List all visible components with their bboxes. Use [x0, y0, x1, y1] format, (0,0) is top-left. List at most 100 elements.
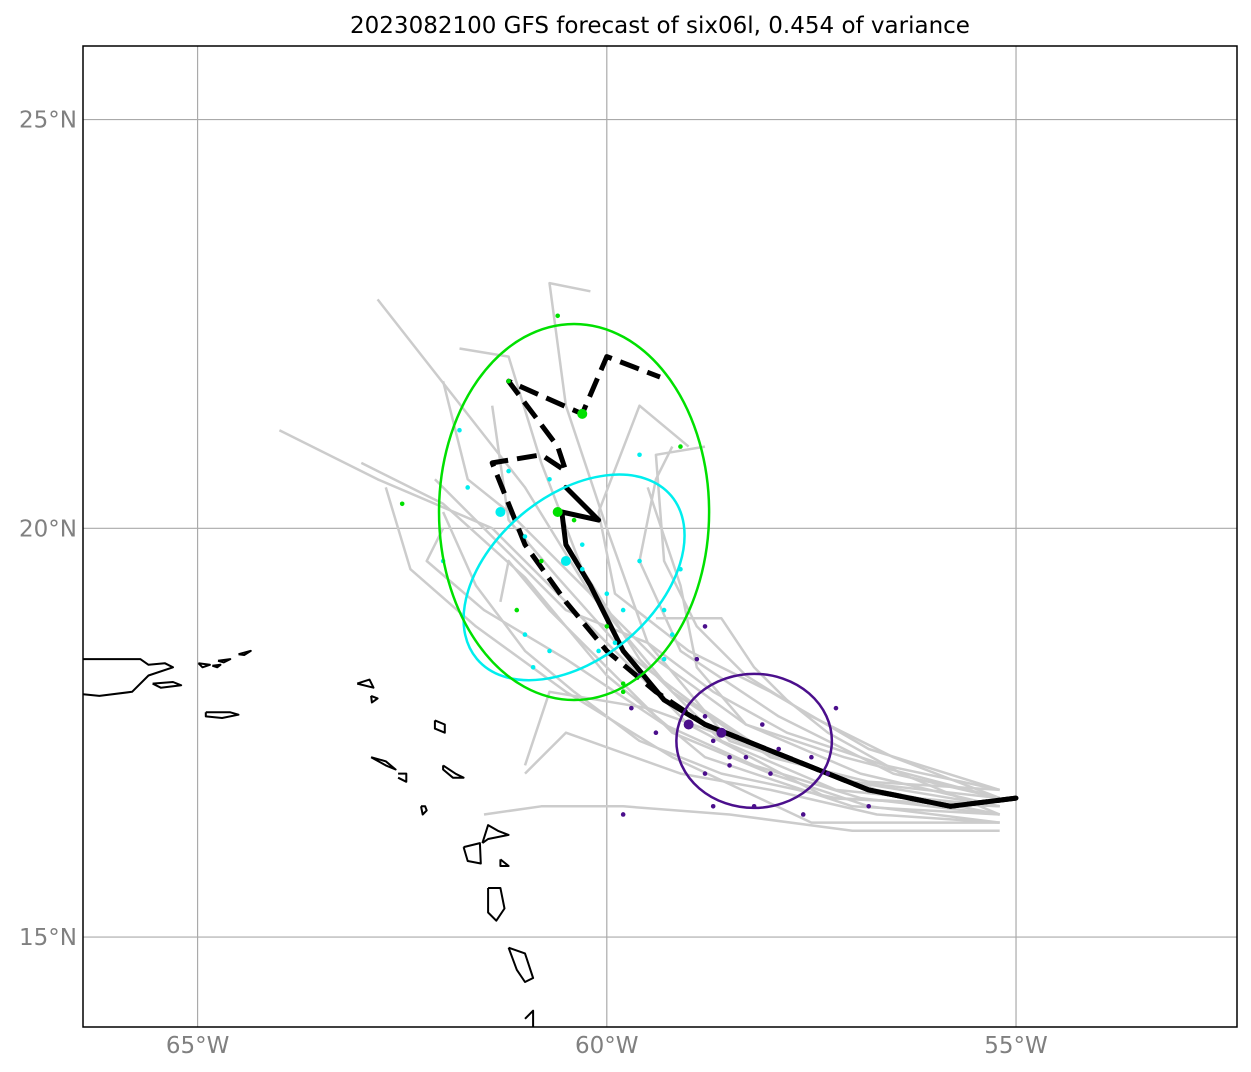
ensemble-point [547, 476, 552, 482]
coastline [420, 805, 428, 816]
ensemble-track [384, 487, 1000, 824]
lon-tick-label: 65°W [166, 1033, 230, 1059]
coastline [211, 663, 222, 669]
ensemble-track [524, 731, 1000, 824]
ensemble-point [637, 558, 642, 564]
ensemble-point [833, 705, 839, 711]
ensemble-point [604, 591, 610, 597]
mean-point [552, 506, 563, 517]
ensemble-track [654, 445, 1001, 800]
coastline [370, 694, 379, 704]
ensemble-point [825, 771, 831, 776]
plot-area [83, 281, 1019, 1027]
ensemble-point [465, 485, 470, 490]
ensemble-point [727, 763, 732, 768]
ensemble-track [441, 380, 1000, 808]
ensemble-track [548, 281, 1000, 800]
ensemble-tracks [278, 281, 1001, 833]
ensemble-point [596, 648, 601, 654]
mean-point [683, 719, 694, 730]
ensemble-point [620, 681, 626, 686]
coastline [499, 858, 510, 867]
mean-tracks [489, 354, 1019, 809]
ensemble-point [661, 656, 667, 662]
ensemble-track [638, 446, 1000, 800]
ensemble-track [434, 478, 1000, 792]
coastline [433, 719, 446, 734]
mean-point [560, 556, 571, 567]
ensemble-point [710, 803, 716, 809]
coastline [524, 1009, 535, 1027]
coastline [462, 842, 482, 865]
coastline [356, 678, 375, 689]
ensemble-point [760, 722, 765, 727]
ensemble-point [629, 705, 634, 711]
ensemble-point [604, 624, 610, 629]
uncertainty-ellipse [437, 322, 711, 702]
forecast-points [399, 313, 872, 817]
ensemble-point [547, 648, 552, 654]
lat-tick-label: 20°N [19, 516, 77, 542]
ensemble-point [620, 607, 626, 613]
ensemble-point [710, 738, 716, 744]
coastline [370, 756, 397, 771]
lon-tick-label: 60°W [575, 1033, 639, 1059]
ensemble-point [727, 754, 732, 760]
coastline [487, 887, 506, 922]
ensemble-track [499, 559, 1000, 824]
mean-point [716, 727, 727, 738]
ensemble-point [620, 689, 626, 695]
ensemble-point [514, 607, 520, 613]
coastlines [83, 649, 535, 1027]
ensemble-point [555, 313, 560, 319]
lon-tick-label: 55°W [984, 1033, 1048, 1059]
coastline [197, 662, 211, 669]
ensemble-point [866, 803, 872, 809]
ensemble-point [579, 566, 585, 572]
ensemble-point [800, 812, 806, 817]
ensemble-point [571, 517, 577, 523]
ensemble-track [597, 404, 1001, 792]
coastline [507, 946, 535, 983]
ensemble-point [678, 444, 683, 449]
ensemble-track [441, 511, 1000, 808]
chart-title: 2023082100 GFS forecast of six06l, 0.454… [350, 13, 970, 39]
ensemble-track [278, 429, 1000, 808]
ensemble-point [522, 534, 528, 539]
coastline [152, 681, 183, 689]
ensemble-point [506, 468, 511, 474]
ensemble-point [530, 665, 536, 670]
coastline [217, 658, 232, 664]
uncertainty-ellipses [437, 322, 834, 810]
ensemble-point [522, 632, 528, 637]
mean-point [495, 506, 506, 517]
ensemble-point [776, 746, 781, 752]
plot-frame [82, 45, 1238, 1028]
uncertainty-ellipse [462, 473, 686, 682]
axis-tick-labels: 65°W 60°W 55°W 25°N 20°N 15°N [19, 108, 1048, 1059]
mean-point [577, 408, 588, 419]
ensemble-point [399, 501, 405, 507]
lat-tick-label: 15°N [19, 925, 77, 951]
ensemble-point [539, 558, 544, 564]
uncertainty-ellipse [675, 672, 834, 810]
coastline [481, 824, 510, 844]
ensemble-point [768, 771, 773, 776]
ensemble-point [506, 378, 511, 384]
coastline [238, 649, 252, 656]
ensemble-point [579, 542, 585, 547]
ensemble-point [653, 730, 659, 735]
ensemble-point [702, 624, 708, 629]
mean-track-dashed [489, 354, 1017, 809]
grid-lines [83, 46, 1237, 1027]
ensemble-point [457, 427, 462, 433]
ensemble-point [637, 452, 642, 458]
ensemble-point [612, 640, 618, 646]
ensemble-point [702, 771, 708, 776]
ensemble-point [743, 754, 749, 760]
lat-tick-label: 25°N [19, 108, 77, 134]
ensemble-point [669, 632, 675, 637]
ensemble-track [360, 461, 1000, 816]
coastline [83, 658, 174, 697]
ensemble-point [620, 812, 626, 817]
